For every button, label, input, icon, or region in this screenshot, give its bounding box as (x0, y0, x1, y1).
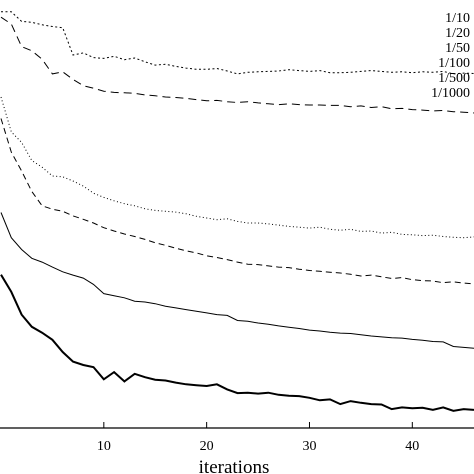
series-line-2 (0, 16, 474, 114)
series-line-4 (0, 118, 474, 285)
series-line-3 (0, 96, 474, 239)
series-line-1 (1, 11, 474, 75)
x-tick-label: 20 (200, 439, 214, 454)
legend-entry-4: 1/100 (438, 56, 470, 71)
x-tick-label: 10 (97, 439, 111, 454)
series-line-6 (0, 274, 474, 412)
x-tick-label: 30 (302, 439, 316, 454)
legend-entry-1: 1/10 (445, 11, 470, 26)
x-tick-label: 40 (405, 439, 419, 454)
series-line-5 (0, 212, 474, 349)
x-axis-ticks: 10 20 30 40 (97, 422, 419, 454)
legend-entry-5: 1/500 (438, 71, 470, 86)
legend-entry-6: 1/1000 (431, 86, 470, 101)
legend-entry-3: 1/50 (445, 41, 470, 56)
x-axis-label: iterations (199, 457, 270, 474)
legend-entry-2: 1/20 (445, 26, 470, 41)
series-layer (0, 11, 474, 412)
